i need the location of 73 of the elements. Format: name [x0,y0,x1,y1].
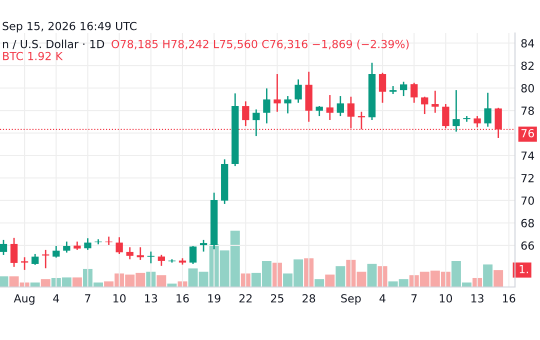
x-tick-label: Aug [14,294,34,305]
x-tick-label: 25 [270,294,284,303]
candlestick [52,245,60,258]
y-tick-label: 76 [521,129,534,138]
candlestick [0,239,8,256]
candlestick [400,81,408,97]
candlestick [284,95,292,114]
x-tick-label: 7 [411,294,417,302]
candlestick [189,245,197,265]
candlestick [84,238,92,251]
x-tick-label: 13 [471,294,484,303]
x-tick-label: Sep [341,294,361,305]
bar [336,266,346,287]
y-tick-label: 72 [521,174,534,182]
x-tick-label: 13 [145,294,158,303]
candlestick [252,108,260,137]
candlestick [294,78,302,104]
bar [72,277,82,287]
bar [483,264,493,287]
annotation: O78,185 H78,242 L75,560 C76,316 −1,869 (−2.39%) [112,40,409,50]
y-tick-label: 84 [521,39,534,48]
x-tick-label: 16 [503,294,516,303]
candlestick [126,246,134,260]
candlestick [463,115,470,122]
text: n / U.S. Dollar · 1D [3,40,104,50]
candlestick [158,254,166,267]
bar [494,270,504,287]
candlestick [316,105,323,117]
candlestick [63,240,70,254]
bar [40,279,50,287]
bar [156,275,166,287]
candlestick [263,88,270,124]
candlestick [94,238,102,245]
bar [325,274,335,287]
candlestick [105,236,112,246]
candlestick [484,92,492,128]
x-tick-label: 28 [302,294,316,303]
x-tick-label: 10 [440,294,452,303]
candlestick [410,82,418,104]
candlestick [147,250,154,264]
x-tick-label: 4 [380,294,386,302]
x-tick-label: 4 [53,294,60,302]
y-tick-label: 80 [521,84,534,92]
text: 1. [520,265,528,274]
x-tick-label: 7 [85,294,90,302]
y-tick-label: 82 [521,62,534,70]
candlestick [378,72,386,104]
y-tick-label: 78 [521,106,534,115]
bar [367,264,377,287]
candlestick [10,237,18,268]
y-tick-label: 68 [521,218,534,228]
x-tick-label: 19 [208,294,220,303]
candlestick [336,95,344,117]
x-tick-label: 10 [113,294,126,303]
bar [314,279,324,287]
candlestick [432,90,439,114]
candlestick [421,96,428,115]
candlestick [242,100,250,127]
candlestick [136,246,144,261]
bar [0,276,8,287]
x-tick-label: 16 [176,294,189,303]
candlestick [274,73,281,112]
x-tick-label: 22 [239,294,252,302]
candlestick [116,236,123,255]
candlestick [200,239,208,252]
y-tick-label: 66 [521,241,534,250]
y-tick-label: 70 [521,196,534,205]
annotation: BTC 1.92 K [3,52,63,60]
y-tick-label: 74 [521,152,534,160]
candlestick [452,89,460,132]
candlestick [326,94,334,121]
candlestick [32,253,39,266]
text: Sep 15, 2026 16:49 UTC [2,22,136,32]
